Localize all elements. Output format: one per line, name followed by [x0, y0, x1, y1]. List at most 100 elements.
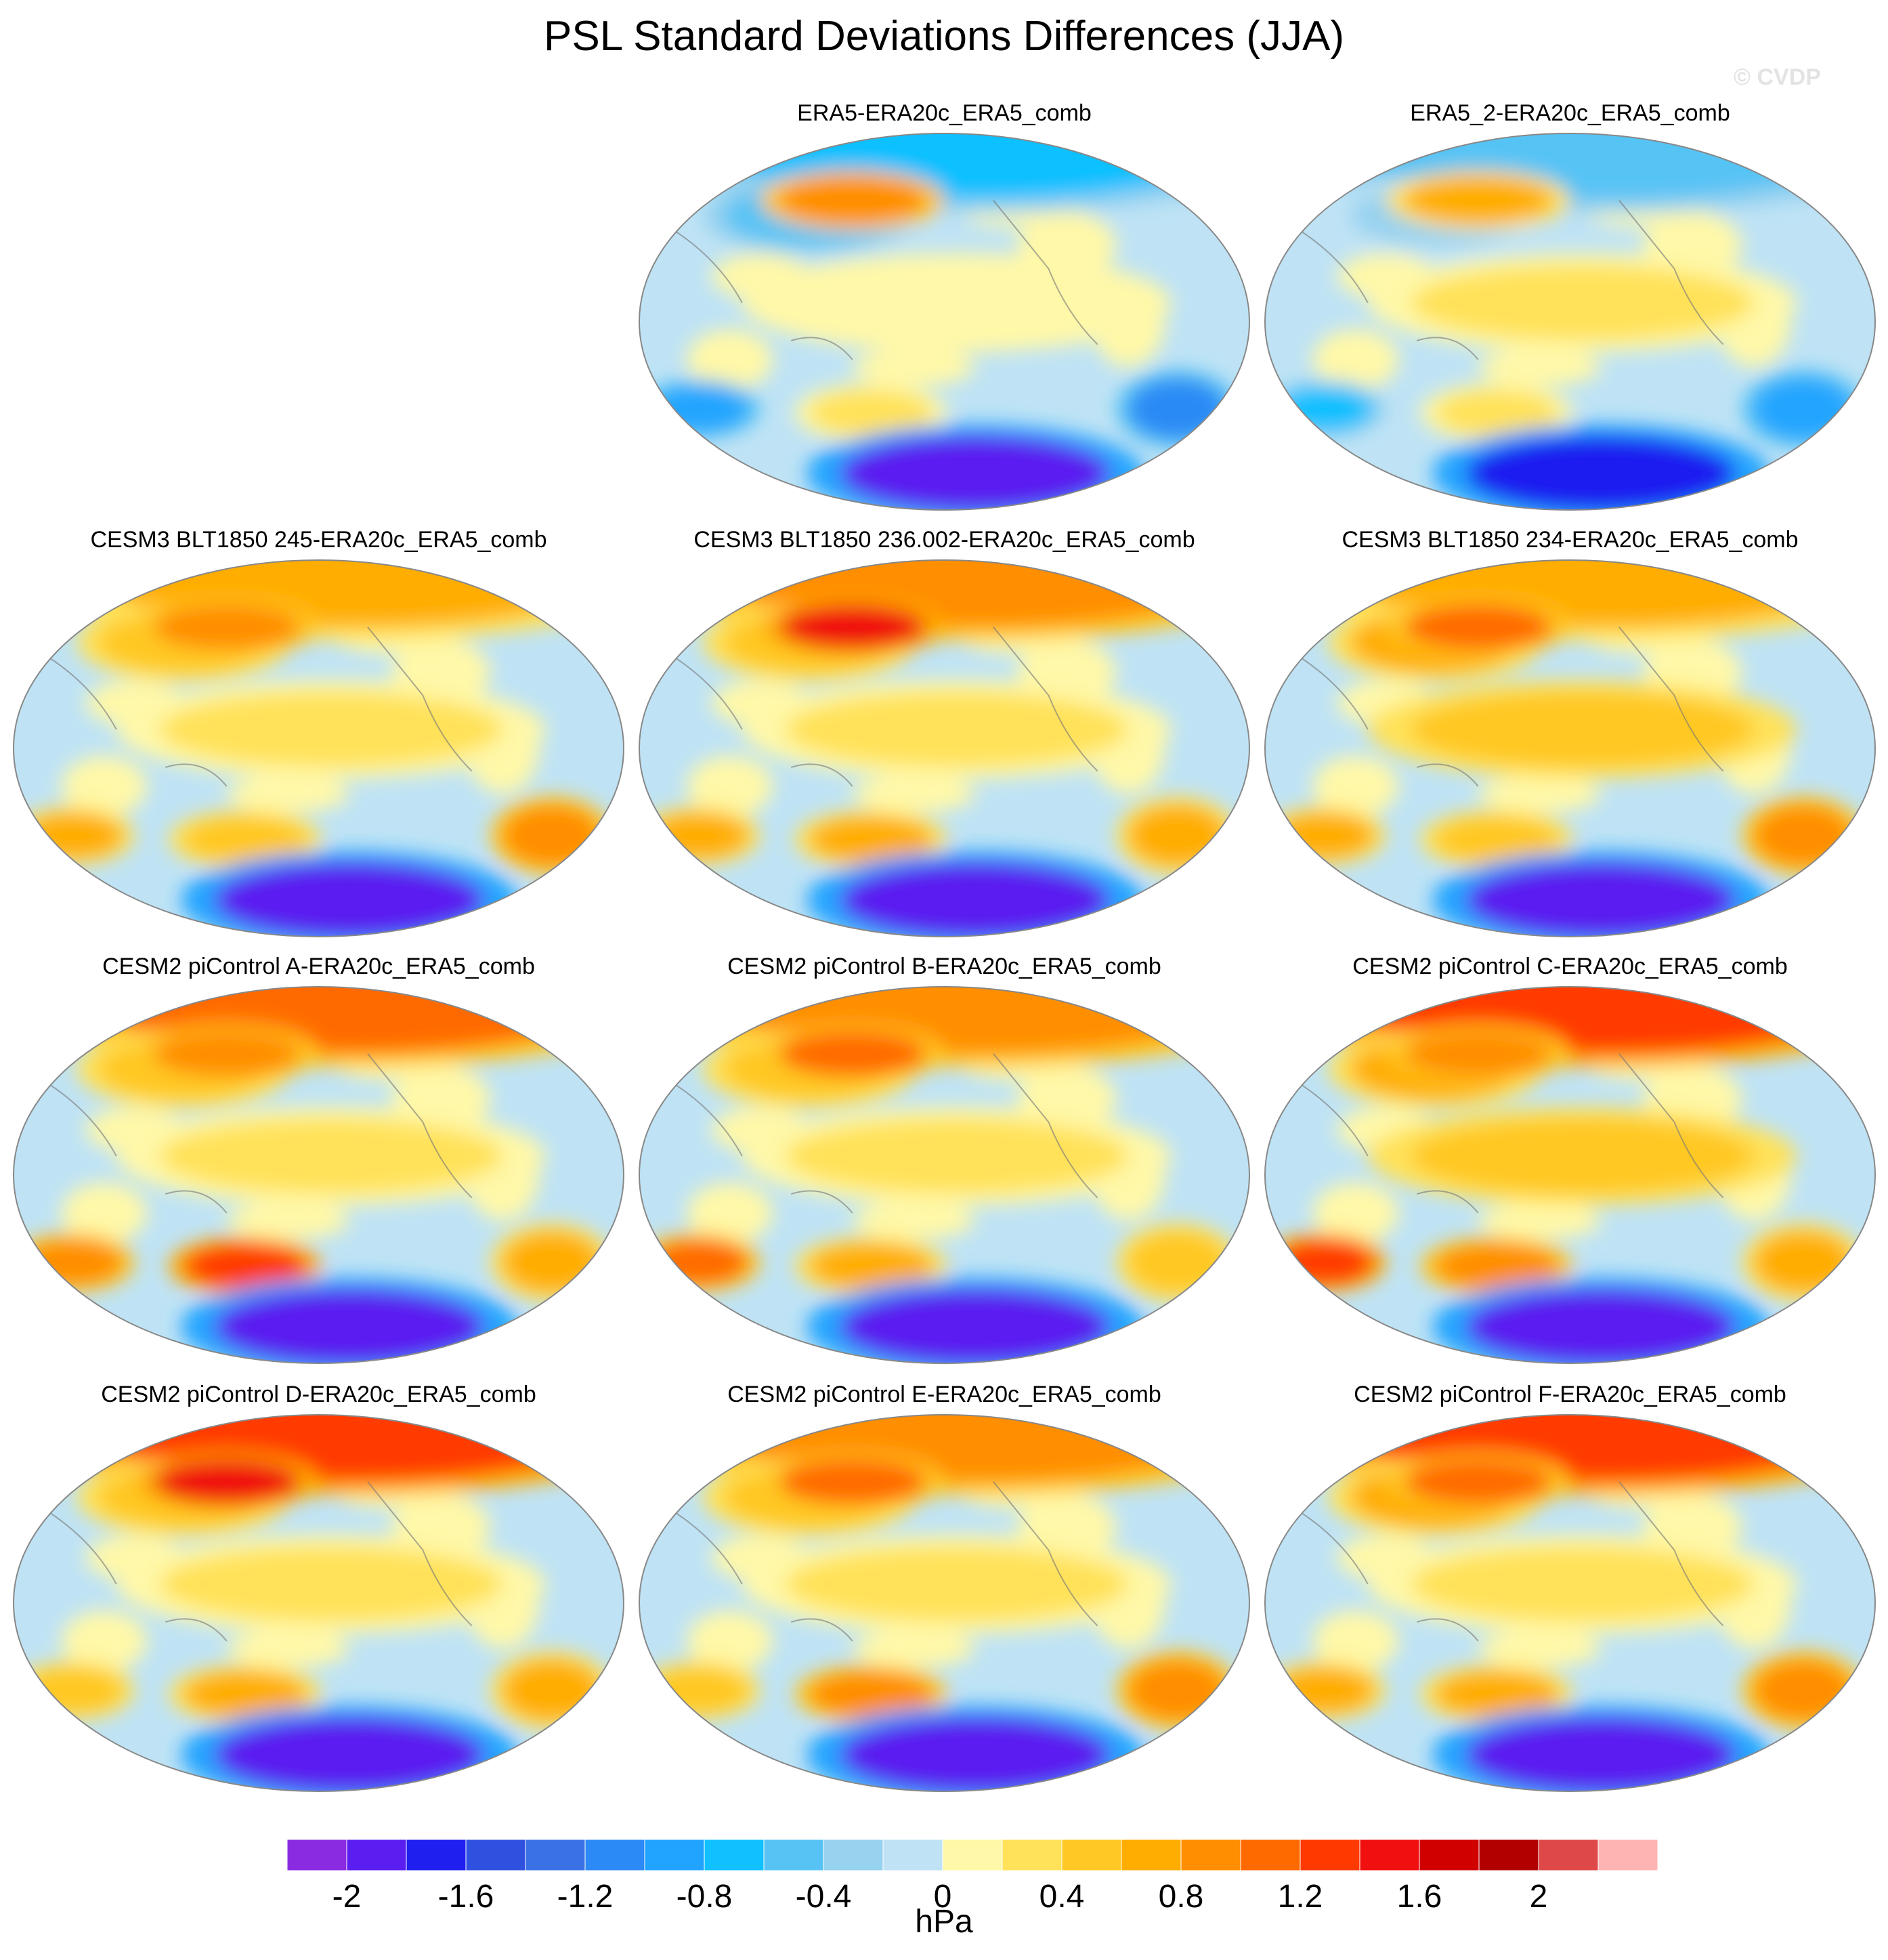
map-border — [1264, 559, 1876, 937]
colorbar-box — [704, 1839, 765, 1871]
coastline — [42, 1053, 473, 1214]
field-patch — [1478, 1201, 1601, 1240]
field-patch — [1312, 756, 1399, 817]
panel-title: ERA5_2-ERA20c_ERA5_comb — [1410, 100, 1730, 126]
map-border — [13, 986, 624, 1364]
colorbar-tick-label: -0.4 — [796, 1879, 852, 1915]
field-blob — [1411, 265, 1754, 341]
field-blob — [840, 1717, 1110, 1791]
panel-title: CESM2 piControl A-ERA20c_ERA5_comb — [102, 954, 535, 979]
field-blob — [779, 1031, 926, 1077]
field-blob — [214, 1717, 484, 1791]
colorbar-tick-label: 2 — [1530, 1879, 1548, 1915]
panel-title: CESM2 piControl F-ERA20c_ERA5_comb — [1354, 1382, 1786, 1407]
field-blob — [779, 1459, 926, 1505]
figure-title: PSL Standard Deviations Differences (JJA… — [544, 13, 1344, 60]
panel-title: ERA5-ERA20c_ERA5_comb — [797, 100, 1092, 126]
colorbar-tick-label: 0.4 — [1039, 1879, 1085, 1915]
colorbar-box — [644, 1839, 705, 1871]
field-blob — [779, 604, 926, 650]
field-blob — [785, 1546, 1128, 1622]
map-panel — [13, 559, 624, 937]
field-patch — [852, 1201, 975, 1240]
colorbar-tick-label: -1.2 — [557, 1879, 614, 1915]
field-patch — [226, 775, 349, 813]
colorbar-tick-label: 0 — [934, 1879, 952, 1915]
map-panel — [639, 986, 1250, 1364]
panel-title: CESM3 BLT1850 245-ERA20c_ERA5_comb — [90, 527, 547, 553]
colorbar-box — [406, 1839, 467, 1871]
colorbar-box — [1061, 1839, 1122, 1871]
colorbar-tick-label: 1.2 — [1278, 1879, 1323, 1915]
map-panel — [13, 1414, 624, 1792]
field-blob — [840, 1289, 1110, 1363]
field-patch — [687, 756, 773, 817]
field-blob — [785, 1118, 1128, 1194]
field-blob — [1404, 1031, 1552, 1077]
field-blob — [779, 177, 926, 223]
field-blob — [1404, 177, 1552, 223]
coastline — [1293, 626, 1724, 787]
field-blob — [840, 862, 1110, 937]
field-patch — [687, 1611, 773, 1671]
colorbar-box — [346, 1839, 407, 1871]
field-patch — [687, 329, 773, 390]
colorbar-tick-label: 1.6 — [1397, 1879, 1442, 1915]
field-blob — [1465, 435, 1736, 510]
coastline — [1293, 1053, 1724, 1214]
field-blob — [1411, 1546, 1754, 1622]
field-patch — [1312, 1183, 1399, 1243]
map-border — [1264, 133, 1876, 511]
map-border — [639, 1414, 1250, 1792]
map-panel — [1264, 559, 1876, 937]
field-patch — [1478, 348, 1601, 387]
colorbar-tick-label: -0.8 — [677, 1879, 733, 1915]
field-patch — [852, 1629, 975, 1668]
field-blob — [785, 691, 1128, 767]
field-patch — [61, 1183, 148, 1243]
field-blob — [159, 1118, 502, 1194]
map-panel — [1264, 986, 1876, 1364]
colorbar-box — [1478, 1839, 1539, 1871]
colorbar-tick-label: 0.8 — [1159, 1879, 1204, 1915]
cvdp-watermark: © CVDP — [1734, 64, 1821, 90]
colorbar-box — [584, 1839, 645, 1871]
map-border — [639, 559, 1250, 937]
colorbar-tick-label: -2 — [332, 1879, 362, 1915]
colorbar-box — [823, 1839, 884, 1871]
colorbar-tick-label: -1.6 — [438, 1879, 494, 1915]
field-blob — [159, 1546, 502, 1622]
field-blob — [1465, 1717, 1736, 1791]
field-patch — [1312, 1611, 1399, 1671]
field-blob — [1435, 816, 1558, 862]
colorbar-box — [882, 1839, 943, 1871]
field-blob — [1435, 1671, 1558, 1717]
panel-title: CESM2 piControl D-ERA20c_ERA5_comb — [101, 1382, 536, 1407]
panel-title: CESM3 BLT1850 234-ERA20c_ERA5_comb — [1342, 527, 1799, 553]
map-panel — [1264, 1414, 1876, 1792]
coastline — [1293, 1481, 1724, 1642]
colorbar-box — [1300, 1839, 1360, 1871]
map-border — [1264, 1414, 1876, 1792]
panel-title: CESM2 piControl B-ERA20c_ERA5_comb — [727, 954, 1161, 979]
field-blob — [1404, 1459, 1552, 1505]
field-patch — [852, 775, 975, 813]
field-blob — [184, 816, 307, 862]
field-patch — [61, 1611, 148, 1671]
colorbar-box — [1597, 1839, 1658, 1871]
field-blob — [1465, 1289, 1736, 1363]
field-blob — [214, 862, 484, 937]
map-border — [13, 559, 624, 937]
field-blob — [1411, 1118, 1754, 1194]
field-patch — [687, 1183, 773, 1243]
field-blob — [184, 1243, 307, 1289]
coastline — [668, 200, 1098, 360]
field-blob — [153, 604, 301, 650]
colorbar-box — [286, 1839, 347, 1871]
map-panel — [639, 559, 1250, 937]
field-blob — [159, 691, 502, 767]
panel-title: CESM2 piControl E-ERA20c_ERA5_comb — [727, 1382, 1161, 1407]
field-patch — [226, 1629, 349, 1668]
colorbar-box — [1538, 1839, 1599, 1871]
field-blob — [1404, 604, 1552, 650]
